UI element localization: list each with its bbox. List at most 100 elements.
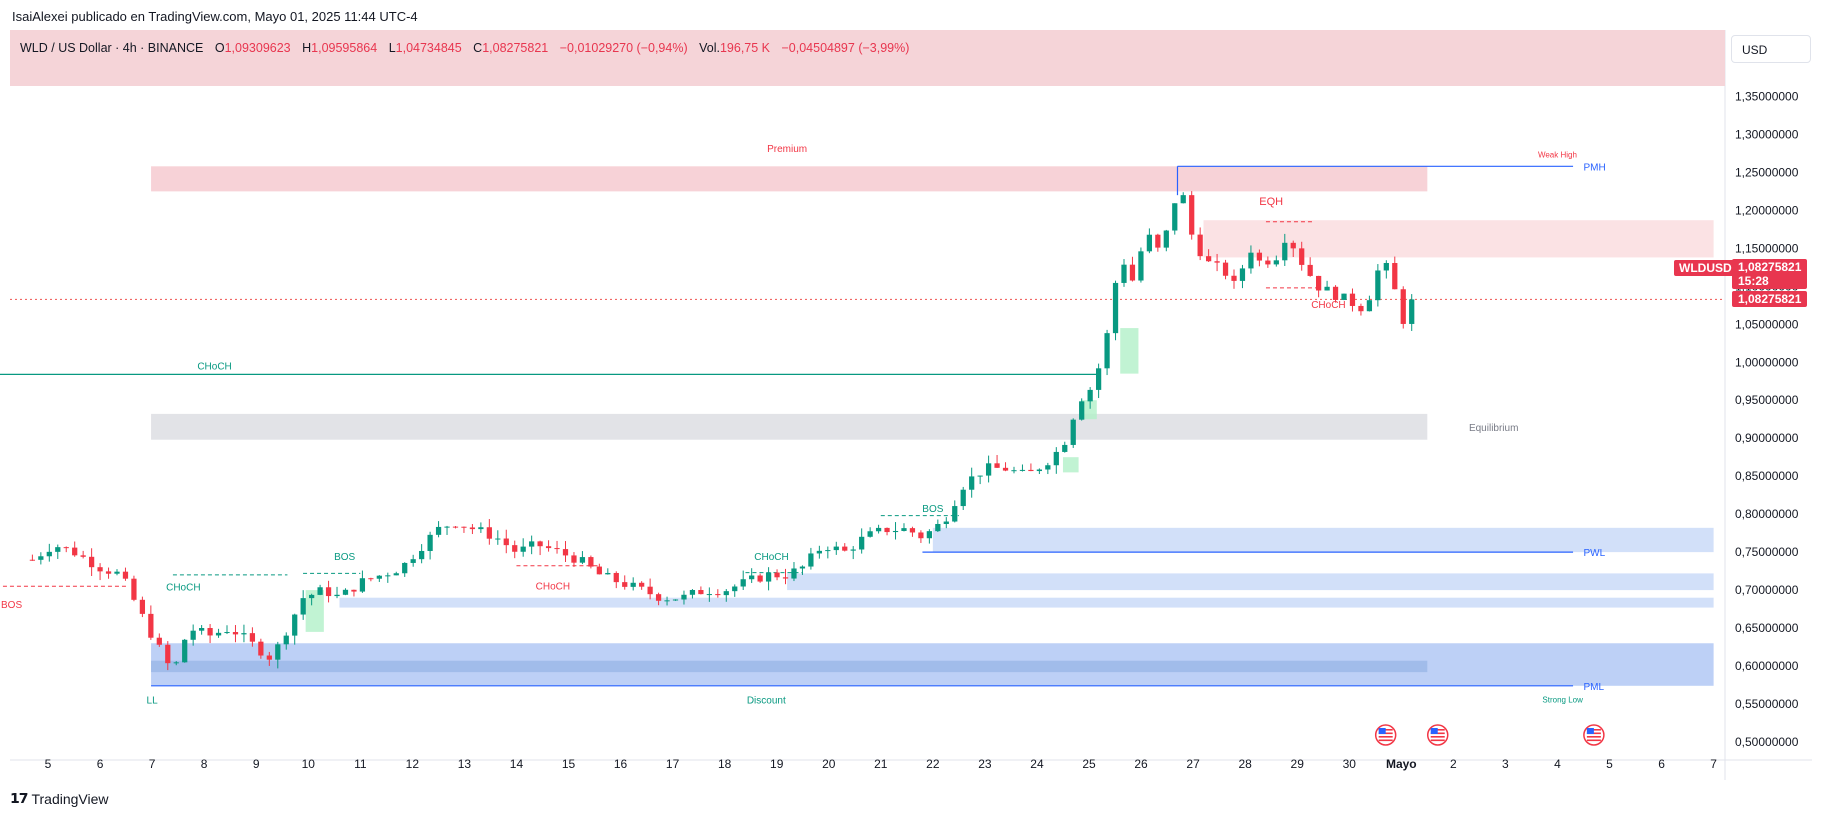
high-label: H xyxy=(302,41,312,55)
candle-body xyxy=(1231,275,1237,281)
candle-body xyxy=(816,550,822,554)
candle-body xyxy=(520,546,526,552)
candle-body xyxy=(139,599,146,614)
candle-body xyxy=(749,575,755,580)
candle-body xyxy=(427,534,433,551)
candle-body xyxy=(148,613,154,638)
x-tick-label: 22 xyxy=(926,757,940,771)
candle-body xyxy=(224,632,230,634)
discount-inner xyxy=(151,660,1428,673)
candle-body xyxy=(613,572,619,583)
currency-selector[interactable]: USD xyxy=(1731,35,1811,63)
last-price-value: 1,08275821 xyxy=(1738,260,1802,274)
x-tick-label: 26 xyxy=(1134,757,1148,771)
candle-body xyxy=(562,549,569,556)
candle-body xyxy=(1358,305,1364,312)
candle-body xyxy=(892,530,899,533)
candle-body xyxy=(1121,264,1127,283)
candle-body xyxy=(292,614,298,636)
candle-body xyxy=(791,568,797,579)
x-tick-label: 10 xyxy=(302,757,316,771)
x-tick-label: 29 xyxy=(1291,757,1305,771)
x-tick-label: 9 xyxy=(253,757,260,771)
annotation-label: Discount xyxy=(747,695,786,706)
candle-body xyxy=(241,633,247,635)
ohlc-legend: WLD / US Dollar · 4h · BINANCE O1,093096… xyxy=(20,41,909,55)
close-value: 1,08275821 xyxy=(482,41,549,55)
candle-body xyxy=(918,532,924,539)
candle-body xyxy=(969,476,975,490)
candle-body xyxy=(1409,299,1415,324)
x-tick-label: 16 xyxy=(614,757,628,771)
x-tick-label: 20 xyxy=(822,757,836,771)
us-flag-event-icon[interactable] xyxy=(1426,724,1449,746)
high-value: 1,09595864 xyxy=(311,41,378,55)
candle-body xyxy=(867,531,873,537)
publisher-line: IsaiAlexei publicado en TradingView.com,… xyxy=(12,9,418,24)
candle-body xyxy=(38,556,44,560)
x-tick-label: 7 xyxy=(149,757,156,771)
volume-value: 196,75 K xyxy=(719,41,771,55)
candle-body xyxy=(478,527,484,530)
candle-body xyxy=(706,594,712,596)
candle-body xyxy=(1248,252,1254,269)
candle-body xyxy=(537,541,543,547)
x-tick-label: 14 xyxy=(510,757,524,771)
fvg-box-3 xyxy=(1062,457,1079,473)
candle-body xyxy=(1222,262,1229,276)
candle-body xyxy=(410,559,416,563)
candle-body xyxy=(232,632,239,635)
y-tick-label: 0,90000000 xyxy=(1735,431,1799,445)
candle-body xyxy=(732,586,738,592)
candle-body xyxy=(1197,234,1203,257)
x-tick-label: 2 xyxy=(1450,757,1457,771)
candle-body xyxy=(1011,470,1017,472)
annotation-label: PMH xyxy=(1583,162,1605,173)
candle-body xyxy=(1172,203,1178,231)
candle-body xyxy=(1087,389,1093,402)
symbol-label[interactable]: WLD / US Dollar · 4h · BINANCE xyxy=(20,41,204,55)
candle-body xyxy=(190,630,196,640)
candle-body xyxy=(105,571,112,574)
x-tick-label: 18 xyxy=(718,757,732,771)
x-tick-label: 28 xyxy=(1238,757,1252,771)
candle-body xyxy=(909,528,916,533)
x-tick-label: 7 xyxy=(1710,757,1717,771)
candle-body xyxy=(799,566,806,569)
candle-body xyxy=(1316,275,1322,291)
candle-body xyxy=(1214,261,1220,263)
ohlc-legend-band xyxy=(10,30,1725,86)
ticker-badge: WLDUSD xyxy=(1674,260,1737,276)
candle-body xyxy=(639,582,645,587)
candle-body xyxy=(1375,270,1381,301)
candle-body xyxy=(884,527,890,533)
x-tick-label: 6 xyxy=(97,757,104,771)
candle-body xyxy=(994,463,1000,468)
candle-body xyxy=(952,506,958,522)
candle-body xyxy=(1028,469,1034,472)
annotation-label: Weak High xyxy=(1538,150,1577,159)
candle-body xyxy=(376,575,382,579)
candle-body xyxy=(977,475,983,477)
ob-zone-2 xyxy=(339,597,1714,608)
candle-body xyxy=(419,550,425,560)
candle-body xyxy=(1282,242,1288,261)
tradingview-logo[interactable]: 𝟭𝟳 TradingView xyxy=(10,790,109,807)
x-tick-label: 5 xyxy=(45,757,52,771)
low-value: 1,04734845 xyxy=(395,41,462,55)
candle-body xyxy=(156,637,162,645)
candle-body xyxy=(88,556,95,568)
us-flag-event-icon[interactable] xyxy=(1374,724,1397,746)
candle-body xyxy=(1079,401,1085,420)
x-tick-label: 11 xyxy=(354,757,367,771)
y-tick-label: 1,25000000 xyxy=(1735,165,1799,179)
brand-name: TradingView xyxy=(31,790,109,807)
us-flag-event-icon[interactable] xyxy=(1583,724,1605,746)
candle-body xyxy=(1019,469,1026,471)
candle-body xyxy=(215,632,222,636)
mark-price-badge: 1,08275821 xyxy=(1732,291,1808,307)
candle-body xyxy=(588,557,594,567)
candle-body xyxy=(72,547,78,556)
candle-body xyxy=(63,547,69,549)
